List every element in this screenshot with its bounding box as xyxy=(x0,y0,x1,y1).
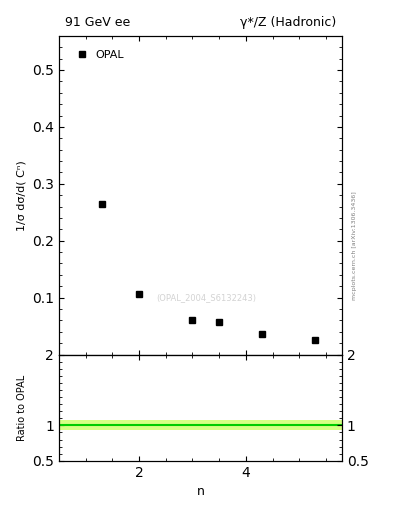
Y-axis label: 1/σ dσ/d( Cⁿ): 1/σ dσ/d( Cⁿ) xyxy=(17,160,27,230)
OPAL xyxy=(99,201,104,207)
OPAL xyxy=(137,291,141,297)
X-axis label: n: n xyxy=(196,485,204,498)
Text: mcplots.cern.ch [arXiv:1306.3436]: mcplots.cern.ch [arXiv:1306.3436] xyxy=(352,191,357,300)
Text: (OPAL_2004_S6132243): (OPAL_2004_S6132243) xyxy=(156,293,256,302)
Text: 91 GeV ee: 91 GeV ee xyxy=(64,16,130,30)
Bar xyxy=(59,420,342,431)
Legend: OPAL: OPAL xyxy=(73,46,129,65)
Y-axis label: Ratio to OPAL: Ratio to OPAL xyxy=(17,375,27,441)
OPAL xyxy=(259,331,264,337)
OPAL xyxy=(190,317,195,324)
OPAL xyxy=(313,337,318,344)
Text: γ*/Z (Hadronic): γ*/Z (Hadronic) xyxy=(240,16,336,30)
Line: OPAL: OPAL xyxy=(99,201,318,343)
OPAL xyxy=(217,319,222,325)
